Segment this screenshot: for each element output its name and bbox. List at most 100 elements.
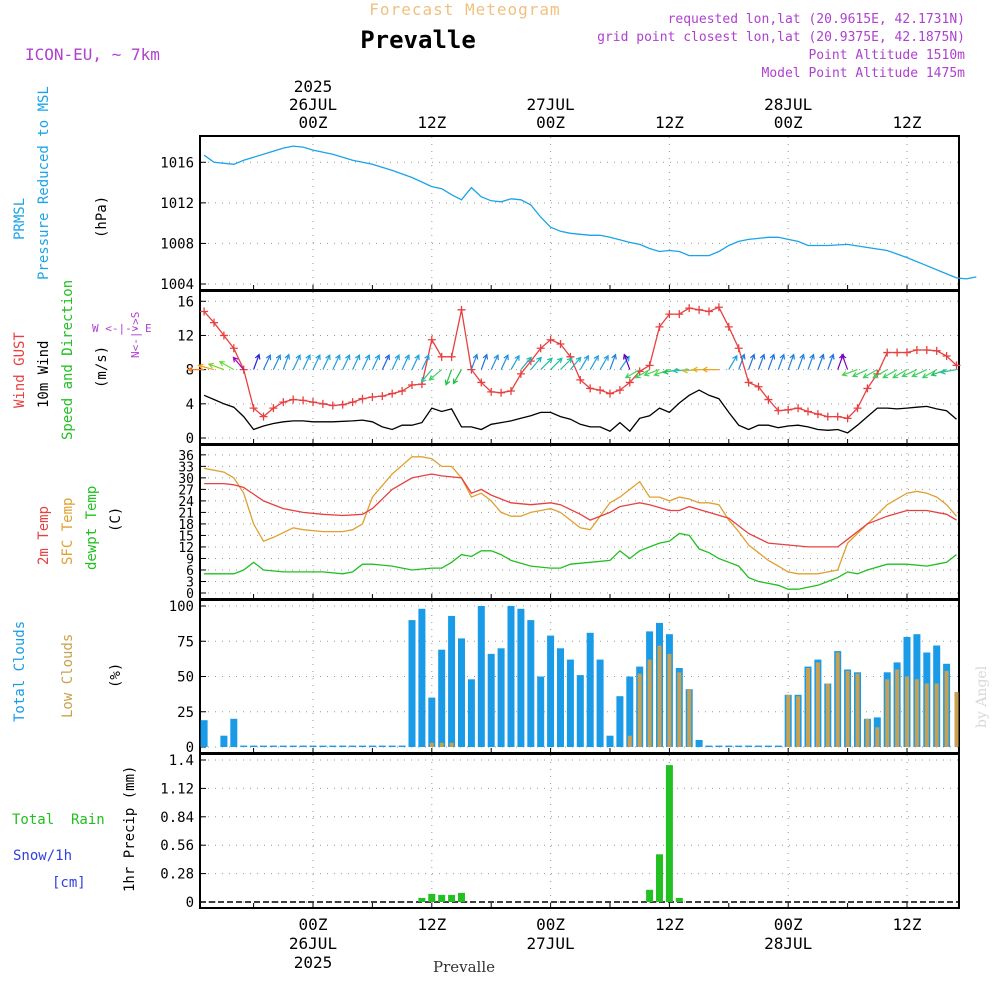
- low-clouds-bar: [914, 679, 919, 747]
- total-clouds-bar: [715, 745, 723, 747]
- total-clouds-bar: [586, 632, 594, 747]
- gust-marker: [378, 392, 387, 401]
- wind-direction-arrow: [428, 369, 443, 381]
- time-axis-label: 00Z: [536, 113, 565, 132]
- gust-marker: [625, 378, 634, 387]
- y-tick-label: 36: [178, 449, 194, 464]
- gust-marker: [784, 405, 793, 414]
- y-tick-label: 15: [178, 529, 194, 544]
- y-tick-label: 9: [186, 552, 194, 567]
- time-axis-label: 27JUL: [527, 934, 575, 953]
- rain-bar: [656, 854, 663, 902]
- wind-direction-arrow: [728, 354, 738, 370]
- low-clouds-bar: [875, 727, 880, 747]
- time-axis-label: 2025: [294, 77, 333, 96]
- y-tick-label: 0.84: [160, 810, 194, 826]
- total-clouds-bar: [279, 745, 287, 747]
- gust-marker: [645, 361, 654, 370]
- clouds-panel: 0 25 50 75 100: [169, 599, 960, 756]
- y-tick-label: 0: [186, 587, 194, 602]
- low-clouds-bar: [835, 652, 840, 747]
- gust-marker: [903, 348, 911, 357]
- gust-marker: [606, 389, 614, 398]
- low-clouds-bar: [885, 679, 890, 747]
- gust-marker: [348, 398, 357, 407]
- low-clouds-bar: [806, 668, 810, 747]
- y-tick-label: 16: [177, 294, 194, 310]
- wind-direction-arrow: [599, 354, 609, 370]
- y-tick-label: 75: [177, 634, 194, 650]
- y-tick-label: 30: [178, 472, 194, 487]
- gust-marker: [358, 394, 367, 403]
- total-clouds-bar: [260, 745, 267, 747]
- time-axis-label: 28JUL: [764, 934, 812, 953]
- pressure-label-prmsl: PRMSL: [12, 198, 28, 240]
- total-clouds-bar: [269, 745, 277, 747]
- compass-we: W <-|-> E: [92, 322, 152, 335]
- pressure-label-desc: Pressure Reduced to MSL: [36, 86, 52, 280]
- total-clouds-bar: [349, 745, 357, 747]
- time-axis-label: 12Z: [893, 915, 922, 934]
- gust-marker: [615, 386, 624, 395]
- low-clouds-bar: [786, 694, 791, 747]
- time-axis-label: 00Z: [299, 915, 328, 934]
- y-tick-label: 25: [177, 705, 194, 721]
- wind-direction-arrow: [797, 353, 805, 370]
- wind-direction-arrow: [470, 353, 479, 370]
- y-tick-label: 0: [186, 740, 194, 756]
- total-clouds-bar: [537, 676, 545, 747]
- wind-direction-arrow: [540, 357, 553, 371]
- total-clouds-bar: [517, 608, 525, 747]
- panel-frame: [199, 753, 960, 909]
- wind-direction-arrow: [851, 369, 868, 378]
- total-clouds-bar: [735, 745, 743, 747]
- temp-2m-line: [204, 473, 957, 548]
- gust-marker: [794, 404, 803, 413]
- gust-marker: [279, 398, 288, 407]
- low-clouds-bar: [667, 653, 672, 747]
- total-clouds-bar: [576, 675, 584, 747]
- wind-direction-arrow: [911, 369, 928, 378]
- footer-location: Prevalle: [433, 958, 495, 976]
- y-tick-label: 0: [186, 895, 194, 911]
- gust-marker: [764, 395, 773, 404]
- gust-marker: [457, 305, 466, 314]
- y-tick-label: 0.56: [160, 838, 194, 854]
- total-clouds-bar: [596, 659, 604, 747]
- gust-marker: [219, 331, 228, 340]
- total-clouds-bar: [507, 606, 515, 747]
- time-axis-label: 26JUL: [289, 95, 337, 114]
- gust-marker: [893, 348, 902, 357]
- wind-direction-arrow: [757, 353, 766, 370]
- low-clouds-bar: [796, 696, 801, 747]
- low-clouds-bar: [687, 689, 692, 747]
- wind-direction-arrow: [500, 353, 509, 370]
- low-clouds-bar: [865, 718, 870, 747]
- snow-label: Snow/1h: [13, 848, 72, 864]
- gust-marker: [942, 351, 951, 360]
- y-tick-label: 33: [178, 460, 194, 475]
- time-axis-label: 26JUL: [289, 934, 337, 953]
- y-tick-label: 1.12: [160, 781, 194, 797]
- rain-bar: [675, 897, 683, 902]
- gust-marker: [388, 389, 397, 398]
- low-clouds-bar: [954, 692, 959, 747]
- low-clouds-bar: [637, 673, 642, 747]
- y-tick-label: 18: [178, 518, 194, 533]
- total-clouds-bar: [220, 735, 228, 747]
- temperature-labels: 2m Temp SFC Temp dewpt Temp (C): [36, 486, 124, 570]
- low-clouds-bar: [657, 645, 662, 747]
- wind-direction-arrow: [767, 353, 776, 370]
- gust-marker: [299, 396, 308, 405]
- gust-marker: [912, 345, 921, 354]
- gust-marker: [507, 387, 515, 395]
- wind-direction-arrow: [921, 369, 937, 379]
- wind-direction-arrow: [520, 356, 533, 370]
- wind-direction-arrow: [312, 353, 321, 370]
- gust-marker: [665, 310, 674, 319]
- wind-direction-arrow: [530, 356, 542, 370]
- wind-direction-arrow: [381, 353, 390, 370]
- temp-dewpt-label: dewpt Temp: [84, 486, 100, 570]
- temp-unit: (C): [108, 507, 124, 532]
- gust-marker: [259, 412, 268, 421]
